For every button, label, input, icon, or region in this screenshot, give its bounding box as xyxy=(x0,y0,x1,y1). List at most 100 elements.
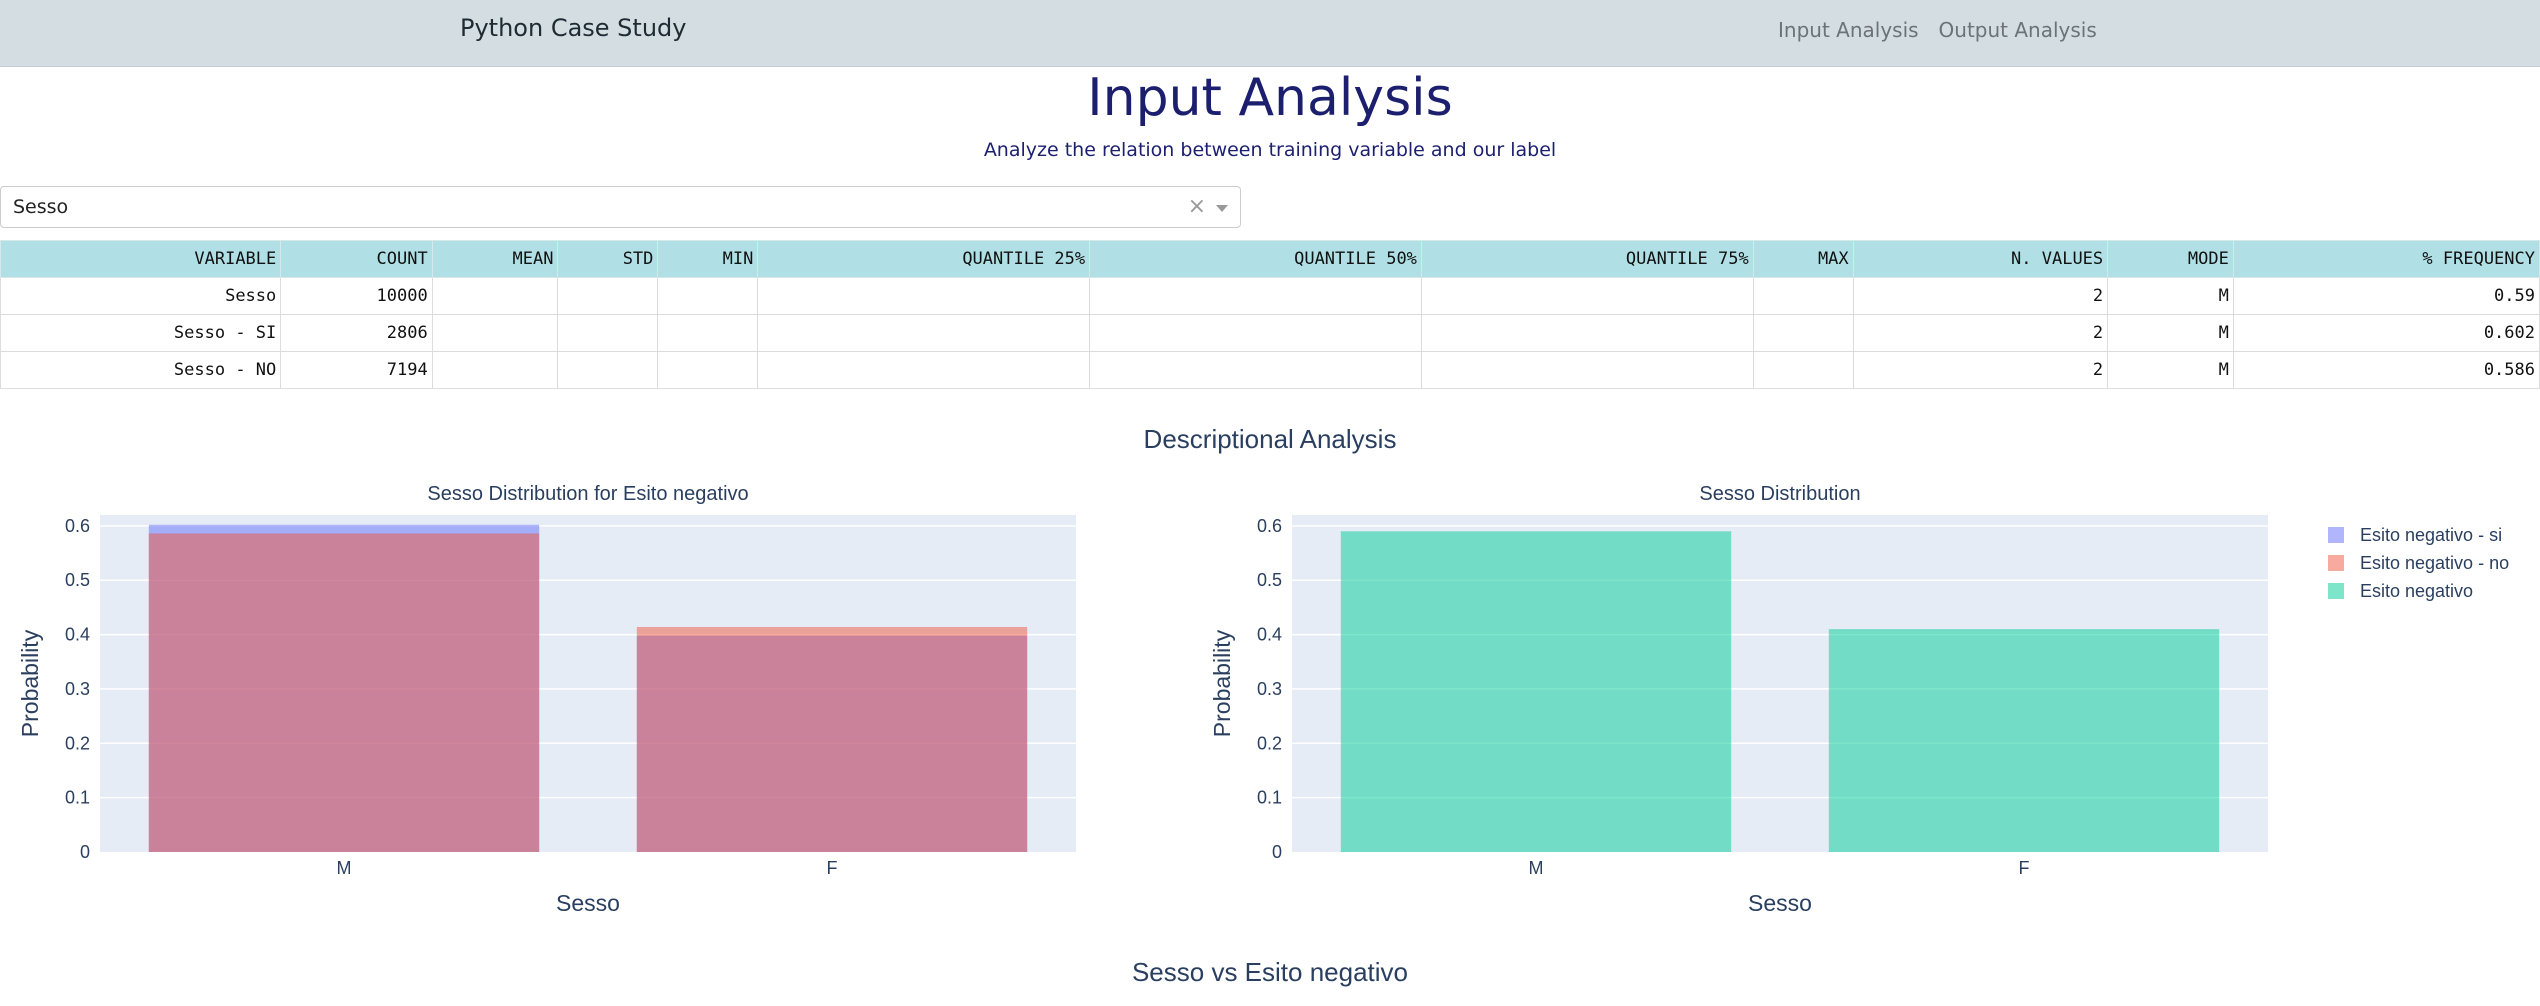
table-cell xyxy=(1089,351,1422,389)
table-cell: M xyxy=(2107,351,2234,389)
nav-link-output-analysis[interactable]: Output Analysis xyxy=(1938,18,2097,42)
section-title-versus: Sesso vs Esito negativo xyxy=(1131,957,1409,987)
y-axis-label: Probability xyxy=(17,629,43,737)
y-tick-label: 0.3 xyxy=(1257,679,1282,699)
chevron-down-icon[interactable] xyxy=(1216,205,1228,212)
column-header: % FREQUENCY xyxy=(2232,240,2540,278)
y-tick-label: 0.2 xyxy=(1257,733,1282,753)
table-row: Sesso - SI 2806 2 M 0.602 xyxy=(0,314,2540,352)
bar-esito-negativo-F xyxy=(1828,629,2220,852)
table-row: Sesso - NO 7194 2 M 0.586 xyxy=(0,351,2540,389)
x-tick-label: M xyxy=(337,858,352,878)
dropdown-selected-value: Sesso xyxy=(13,196,69,218)
table-cell: 2 xyxy=(1852,314,2109,352)
column-header: VARIABLE xyxy=(0,240,282,278)
legend-label: Esito negativo xyxy=(2360,581,2473,601)
column-header: QUANTILE 50% xyxy=(1089,240,1422,278)
page-subtitle: Analyze the relation between training va… xyxy=(983,139,1557,161)
bar-esito-negativo-M xyxy=(1340,531,1732,852)
y-tick-label: 0.2 xyxy=(65,733,90,753)
y-tick-label: 0.4 xyxy=(1257,625,1282,645)
table-cell: Sesso - SI xyxy=(0,314,282,352)
column-header: COUNT xyxy=(280,240,433,278)
chart-legend: Esito negativo - si Esito negativo - no Es… xyxy=(2328,525,2509,601)
legend-swatch xyxy=(2328,555,2344,571)
table-row: Sesso 10000 2 M 0.59 xyxy=(0,277,2540,315)
column-header: MODE xyxy=(2107,240,2234,278)
brand-title[interactable]: Python Case Study xyxy=(460,14,687,42)
column-header: MIN xyxy=(657,240,759,278)
column-header: STD xyxy=(557,240,659,278)
table-cell: M xyxy=(2107,314,2234,352)
table-cell xyxy=(431,351,559,389)
table-cell xyxy=(1752,277,1854,315)
column-header: N. VALUES xyxy=(1852,240,2109,278)
table-cell xyxy=(1752,351,1854,389)
table-cell: 0.59 xyxy=(2232,277,2540,315)
nav-links: Input Analysis Output Analysis xyxy=(1778,18,2097,42)
table-cell xyxy=(657,351,759,389)
table-cell xyxy=(757,314,1091,352)
column-header: QUANTILE 75% xyxy=(1420,240,1754,278)
table-cell xyxy=(1089,277,1422,315)
chart-title: Sesso Distribution for Esito negativo xyxy=(427,483,748,505)
legend-label: Esito negativo - no xyxy=(2360,553,2509,573)
table-cell xyxy=(557,277,659,315)
table-cell xyxy=(1420,277,1754,315)
y-tick-label: 0.1 xyxy=(1257,788,1282,808)
y-tick-label: 0.5 xyxy=(65,570,90,590)
table-cell xyxy=(557,314,659,352)
table-cell: 0.586 xyxy=(2232,351,2540,389)
legend-swatch xyxy=(2328,583,2344,599)
legend-label: Esito negativo - si xyxy=(2360,525,2502,545)
chart-sesso-distribution: Sesso Distribution 0 0.1 0.2 0.3 0.4 0.5 0.6 M F S… xyxy=(1209,483,2268,916)
x-tick-label: M xyxy=(1529,858,1544,878)
table-cell xyxy=(657,314,759,352)
y-tick-label: 0.3 xyxy=(65,679,90,699)
column-header: QUANTILE 25% xyxy=(757,240,1091,278)
table-cell: 10000 xyxy=(280,277,433,315)
chart-esito-distribution: Sesso Distribution for Esito negativo 0 0.… xyxy=(17,483,1076,916)
chart-title: Sesso Distribution xyxy=(1699,483,1860,505)
clear-icon[interactable]: × xyxy=(1187,194,1206,219)
y-tick-label: 0 xyxy=(1272,842,1282,862)
table-cell xyxy=(1752,314,1854,352)
x-tick-label: F xyxy=(2019,858,2030,878)
table-cell: 2 xyxy=(1852,351,2109,389)
table-cell xyxy=(757,351,1091,389)
legend-swatch xyxy=(2328,527,2344,543)
table-cell xyxy=(1420,351,1754,389)
section-title-descriptional: Descriptional Analysis xyxy=(1143,424,1397,454)
table-cell: Sesso xyxy=(0,277,282,315)
nav-link-input-analysis[interactable]: Input Analysis xyxy=(1778,18,1919,42)
bar-esito-negativo---no-M xyxy=(148,533,540,852)
column-header: MAX xyxy=(1752,240,1854,278)
x-axis-label: Sesso xyxy=(1748,890,1812,916)
table-header-row: VARIABLE COUNT MEAN STD MIN QUANTILE 25%… xyxy=(0,240,2540,278)
table-cell: 2806 xyxy=(280,314,433,352)
variable-dropdown[interactable]: Sesso × xyxy=(0,186,1241,228)
table-cell xyxy=(1420,314,1754,352)
navbar: Python Case Study Input Analysis Output … xyxy=(0,0,2540,67)
y-tick-label: 0.6 xyxy=(65,516,90,536)
y-tick-label: 0.6 xyxy=(1257,516,1282,536)
table-cell: Sesso - NO xyxy=(0,351,282,389)
bar-esito-negativo---no-F xyxy=(636,626,1028,852)
y-tick-label: 0.5 xyxy=(1257,570,1282,590)
x-tick-label: F xyxy=(827,858,838,878)
table-cell: 2 xyxy=(1852,277,2109,315)
x-axis-label: Sesso xyxy=(556,890,620,916)
table-cell: 7194 xyxy=(280,351,433,389)
stats-table: VARIABLE COUNT MEAN STD MIN QUANTILE 25%… xyxy=(0,240,2540,389)
y-tick-label: 0 xyxy=(80,842,90,862)
table-cell xyxy=(757,277,1091,315)
y-tick-label: 0.4 xyxy=(65,625,90,645)
table-cell xyxy=(431,277,559,315)
table-cell xyxy=(431,314,559,352)
table-cell xyxy=(657,277,759,315)
table-cell xyxy=(1089,314,1422,352)
charts-area: Sesso Distribution for Esito negativo 0 0.… xyxy=(17,483,2509,916)
table-cell xyxy=(557,351,659,389)
y-axis-label: Probability xyxy=(1209,629,1235,737)
y-tick-label: 0.1 xyxy=(65,788,90,808)
